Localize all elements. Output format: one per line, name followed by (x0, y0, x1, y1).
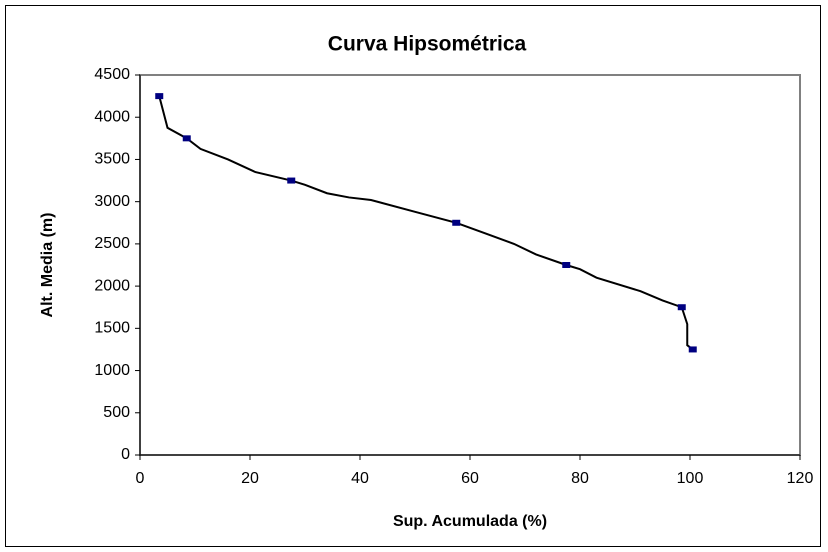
x-tick-label: 80 (571, 470, 589, 487)
y-tick-label: 3000 (94, 193, 130, 210)
y-tick-label: 3500 (94, 151, 130, 168)
x-axis-title: Sup. Acumulada (%) (393, 513, 547, 530)
data-point (688, 346, 697, 353)
x-tick-label: 120 (787, 470, 814, 487)
data-point (677, 304, 686, 311)
x-tick-label: 0 (136, 470, 145, 487)
data-point (287, 177, 296, 184)
x-tick-label: 20 (241, 470, 259, 487)
data-point (182, 135, 191, 142)
x-tick-label: 40 (351, 470, 369, 487)
y-tick-label: 500 (103, 404, 130, 421)
y-tick-label: 0 (121, 446, 130, 463)
y-axis-title: Alt. Media (m) (39, 213, 56, 318)
data-point (452, 219, 461, 226)
y-tick-label: 4000 (94, 108, 130, 125)
y-tick-label: 1500 (94, 320, 130, 337)
chart-title: Curva Hipsométrica (328, 33, 527, 56)
plot-area (139, 74, 801, 456)
y-tick-label: 2000 (94, 277, 130, 294)
data-point (562, 262, 571, 268)
x-tick-label: 60 (461, 470, 479, 487)
y-tick-label: 1000 (94, 362, 130, 379)
data-point (155, 93, 164, 100)
y-tick-label: 4500 (94, 66, 130, 83)
y-tick-label: 2500 (94, 235, 130, 252)
x-tick-label: 100 (677, 470, 704, 487)
